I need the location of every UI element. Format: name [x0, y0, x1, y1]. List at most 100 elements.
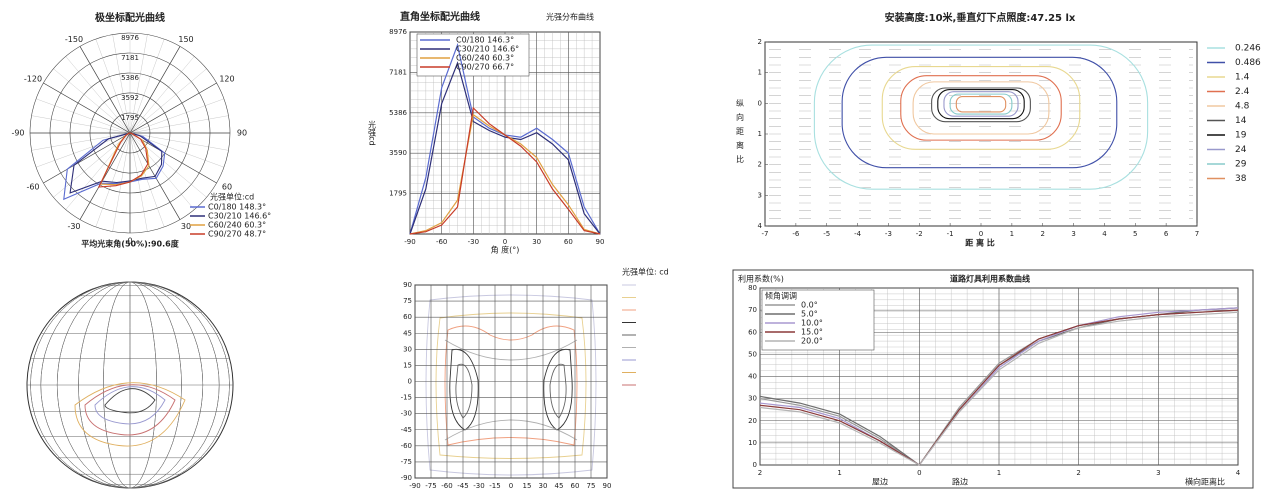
x-tick-label: 0: [917, 469, 921, 477]
legend-label: C60/240 60.3°: [456, 54, 514, 63]
y-tick-label: -75: [401, 458, 412, 466]
polar-spoke: [112, 34, 131, 134]
x-tick-label: -1: [947, 230, 954, 238]
chart-title: 道路灯具利用系数曲线: [950, 274, 1030, 284]
sphere-contour: [104, 388, 156, 414]
polar-spoke: [65, 56, 131, 134]
y-tick-label: -45: [401, 426, 412, 434]
legend-title: 光强单位:cd: [210, 192, 254, 202]
y-tick-label: 0: [753, 461, 757, 469]
chart-title: 极坐标配光曲线: [95, 11, 165, 24]
x-tick-label: 7: [1195, 230, 1199, 238]
x-tick-label: -2: [916, 230, 923, 238]
legend-label: 2.4: [1235, 87, 1250, 97]
sphere-contour: [84, 384, 176, 436]
x-tick-label: 30: [532, 238, 541, 246]
polar-spoke: [31, 132, 131, 151]
y-tick-label: 0: [408, 378, 412, 386]
legend-label: 0.0°: [801, 301, 818, 310]
angle-tick: [79, 46, 131, 134]
legend-title: 倾角调调: [765, 291, 797, 301]
x-axis-label: 距 离 比: [965, 238, 995, 248]
x-tick-label: -75: [425, 482, 436, 490]
y-tick-label: 90: [403, 281, 412, 289]
series-line: [759, 309, 1239, 466]
y-tick-label: 4: [758, 222, 763, 230]
x-tick-label: 6: [1164, 230, 1169, 238]
x-tick-label: -30: [473, 482, 484, 490]
angle-tick-label: 30: [181, 222, 191, 231]
polar-spoke: [35, 132, 131, 168]
y-tick-label: 70: [748, 306, 757, 314]
polar-spoke: [95, 132, 131, 228]
x-tick-label: -3: [885, 230, 892, 238]
legend-label: C30/210 146.6°: [208, 212, 271, 221]
y-tick-label: 40: [748, 373, 757, 381]
y-tick-label: -15: [401, 394, 412, 402]
legend-label: 15.0°: [801, 328, 823, 337]
y-tick-label: 50: [748, 350, 757, 358]
legend-label: C0/180 148.3°: [208, 203, 266, 212]
y-tick-label: 15: [403, 361, 412, 369]
series-line: [759, 307, 1239, 466]
y-tick-label: 0: [758, 99, 762, 107]
y-tick-label: 1: [758, 130, 762, 138]
legend-box: [761, 289, 875, 351]
polar-spoke: [129, 38, 165, 134]
polar-curve: [69, 132, 163, 194]
x-tick-label: 45: [555, 482, 564, 490]
sphere-contour: [74, 382, 186, 447]
angle-tick-label: 60: [222, 183, 232, 192]
y-tick-label: 10: [748, 439, 757, 447]
x-tick-label: -30: [468, 238, 479, 246]
x-tick-label: 0: [509, 482, 513, 490]
r-tick-label: 8976: [121, 34, 139, 42]
angle-tick-label: 90: [237, 129, 247, 138]
polar-curve: [97, 132, 149, 188]
y-tick-label: -60: [401, 442, 412, 450]
x-tick-label: 60: [571, 482, 580, 490]
polar-spoke: [129, 132, 229, 151]
x-axis-label: 角 度(°): [491, 245, 520, 255]
y-tick-label: -90: [401, 474, 412, 482]
chart-frame: [732, 269, 1254, 489]
isolux-contour: [949, 93, 1013, 115]
legend-label: 19: [1235, 131, 1247, 141]
legend-label: 20.0°: [801, 337, 823, 346]
angle-tick-label: -90: [11, 129, 24, 138]
legend-label: 0.246: [1235, 44, 1261, 54]
legend-box: [416, 33, 530, 77]
x-tick-label: 60: [564, 238, 573, 246]
footer: 平均光束角(50%):90.6度: [81, 239, 179, 249]
polar-spoke: [31, 115, 131, 134]
r-tick-label: 1795: [121, 114, 139, 122]
legend-title: 光强单位: cd: [622, 267, 669, 277]
legend-label: 38: [1235, 174, 1247, 184]
series-line: [759, 311, 1239, 466]
y-tick-label: 45: [403, 329, 412, 337]
series-line: [409, 61, 601, 235]
x-tick-label: -5: [823, 230, 830, 238]
legend-label: 5.0°: [801, 310, 818, 319]
y-tick-label: 80: [748, 284, 757, 292]
x-tick-label: 0: [979, 230, 983, 238]
angle-tick-label: 120: [219, 75, 234, 84]
angle-tick: [43, 132, 131, 184]
isolux-contour: [813, 44, 1149, 190]
axis-side-label: 路边: [952, 477, 968, 487]
r-tick-label: 7181: [121, 54, 139, 62]
chart-title: 直角坐标配光曲线: [400, 10, 480, 23]
y-axis-label: 光强cd: [368, 119, 377, 145]
x-tick-label: 90: [596, 238, 605, 246]
angle-tick-label: 0: [127, 237, 132, 246]
x-tick-label: 3: [1156, 469, 1160, 477]
angle-tick: [129, 82, 217, 134]
isolux-contour: [943, 91, 1019, 117]
isolux-contour: [881, 65, 1081, 150]
angle-tick: [43, 82, 131, 134]
x-tick-label: 1: [837, 469, 841, 477]
polar-spoke: [129, 132, 165, 228]
x-tick-label: 30: [539, 482, 548, 490]
y-tick-label: 20: [748, 417, 757, 425]
